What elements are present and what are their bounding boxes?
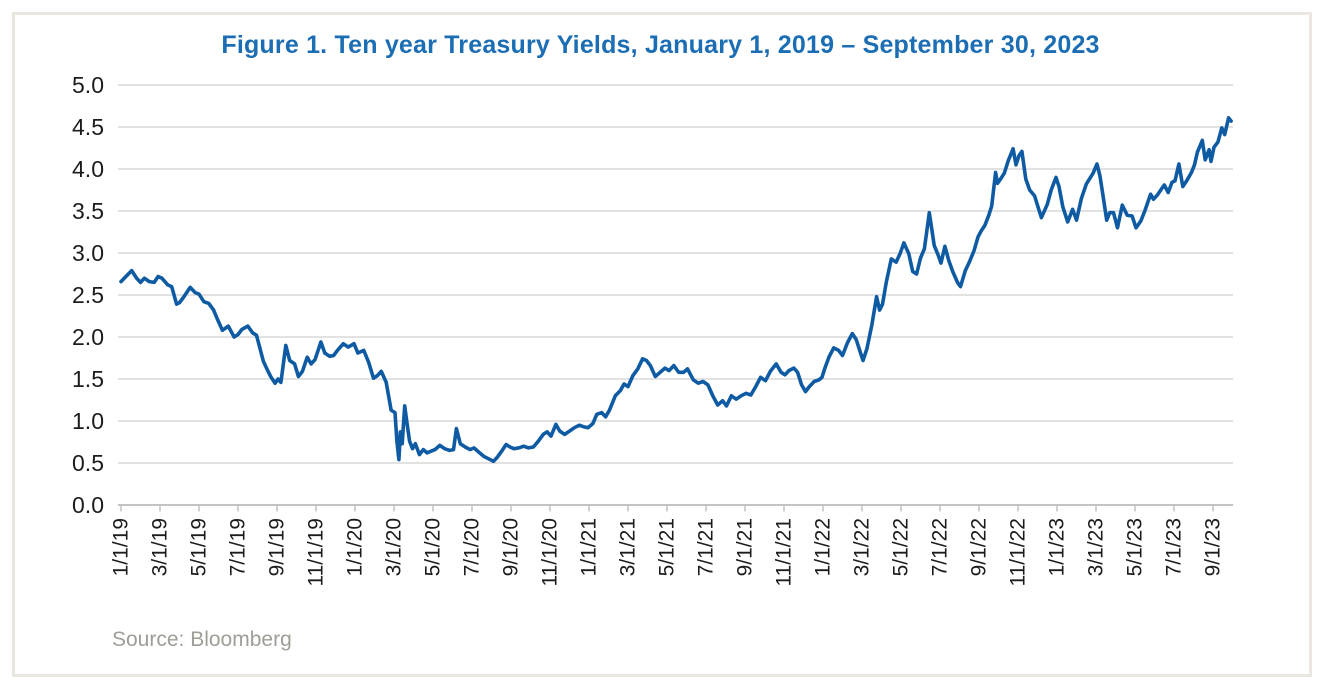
x-tick-label: 3/1/19	[149, 518, 172, 576]
x-tick-label: 3/1/23	[1085, 518, 1108, 576]
y-tick-label: 2.5	[72, 282, 104, 308]
y-tick-label: 4.0	[72, 156, 104, 182]
x-tick-label: 5/1/20	[422, 518, 445, 576]
gridlines	[118, 84, 1233, 464]
x-tick-label: 1/1/22	[812, 518, 835, 576]
x-tick-label: 3/1/20	[383, 518, 406, 576]
y-tick-label: 3.5	[72, 198, 104, 224]
x-tick-label: 1/1/20	[344, 518, 367, 576]
x-axis-labels: 1/1/19 3/1/19 5/1/19 7/1/19 9/1/19 11/1/19 1/1…	[110, 518, 1225, 587]
x-tick-label: 11/1/22	[1007, 518, 1030, 587]
y-tick-label: 2.0	[72, 324, 104, 350]
y-tick-label: 0.5	[72, 450, 104, 476]
x-tick-label: 1/1/19	[110, 518, 133, 576]
x-tick-label: 9/1/22	[968, 518, 991, 576]
y-tick-label: 0.0	[72, 492, 104, 518]
x-tick-label: 9/1/20	[500, 518, 523, 576]
x-tick-label: 1/1/23	[1046, 518, 1069, 576]
x-tick-label: 9/1/23	[1202, 518, 1225, 576]
x-axis	[118, 504, 1233, 512]
x-tick-label: 5/1/22	[890, 518, 913, 576]
chart-title: Figure 1. Ten year Treasury Yields, Janu…	[221, 31, 1100, 59]
y-axis-labels: 0.0 0.5 1.0 1.5 2.0 2.5 3.0 3.5 4.0 4.5 5.0	[72, 72, 104, 518]
y-tick-label: 1.5	[72, 366, 104, 392]
x-tick-label: 3/1/21	[617, 518, 640, 576]
x-tick-label: 11/1/20	[539, 518, 562, 587]
x-tick-label: 7/1/22	[929, 518, 952, 576]
source-caption: Source: Bloomberg	[112, 628, 292, 651]
x-tick-label: 5/1/23	[1124, 518, 1147, 576]
y-tick-label: 3.0	[72, 240, 104, 266]
x-tick-label: 1/1/21	[578, 518, 601, 576]
yield-line	[119, 116, 1233, 464]
x-tick-label: 7/1/23	[1163, 518, 1186, 576]
x-tick-label: 7/1/19	[227, 518, 250, 576]
x-tick-label: 7/1/21	[695, 518, 718, 576]
y-tick-label: 5.0	[72, 72, 104, 98]
y-tick-label: 1.0	[72, 408, 104, 434]
x-tick-label: 9/1/19	[266, 518, 289, 576]
x-tick-label: 7/1/20	[461, 518, 484, 576]
x-tick-label: 9/1/21	[734, 518, 757, 576]
yield-line-series	[119, 116, 1233, 464]
x-tick-label: 5/1/21	[656, 518, 679, 576]
x-tick-label: 3/1/22	[851, 518, 874, 576]
x-tick-label: 5/1/19	[188, 518, 211, 576]
y-tick-label: 4.5	[72, 114, 104, 140]
x-tick-label: 11/1/21	[773, 518, 796, 587]
x-tick-label: 11/1/19	[305, 518, 328, 587]
figure-frame	[12, 12, 1312, 677]
